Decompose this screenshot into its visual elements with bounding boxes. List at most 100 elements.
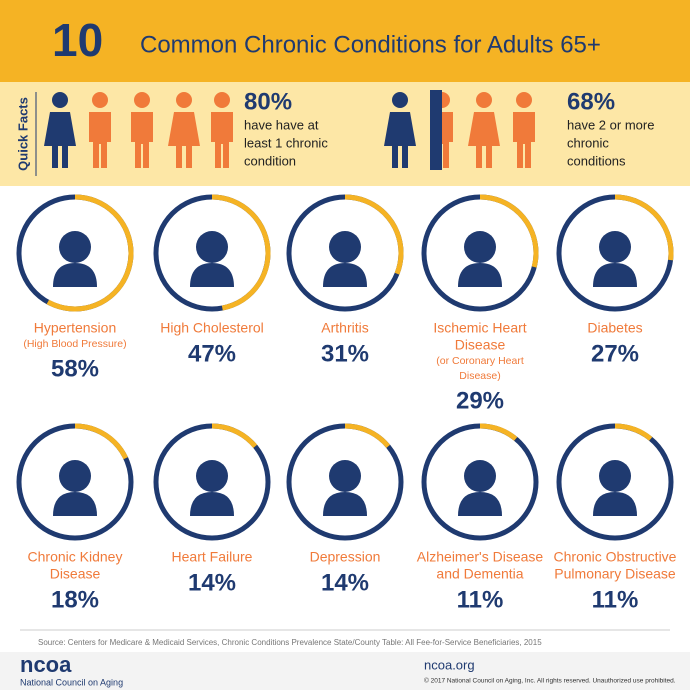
icon <box>329 460 361 492</box>
org-name: National Council on Aging <box>20 677 123 687</box>
condition-name: Chronic Kidney <box>28 549 123 565</box>
conditions: Hypertension (High Blood Pressure) 58% High… <box>16 194 677 613</box>
person <box>468 92 500 168</box>
icon <box>53 263 97 287</box>
ring-arc <box>286 194 404 312</box>
condition: Heart Failure 14% <box>153 423 271 596</box>
condition-percent: 27% <box>591 340 639 367</box>
icon <box>458 492 502 516</box>
person-body <box>211 112 233 168</box>
person-body <box>468 112 500 168</box>
icon <box>53 492 97 516</box>
condition-percent: 14% <box>188 569 236 596</box>
quick-facts-band <box>0 82 690 186</box>
person-head <box>392 92 408 108</box>
ring-arc <box>556 423 674 541</box>
fact-text: have have at <box>244 117 319 132</box>
ring-arc <box>421 423 539 541</box>
site: ncoa.org <box>424 657 475 672</box>
fact-text: least 1 chronic <box>244 135 328 150</box>
condition-percent: 29% <box>456 387 504 414</box>
person-head <box>52 92 68 108</box>
person-body <box>168 112 200 168</box>
icon <box>196 231 228 263</box>
person-head <box>476 92 492 108</box>
icon <box>599 231 631 263</box>
fact-text: have 2 or more <box>567 117 654 132</box>
quick-facts-label: Quick Facts <box>15 97 30 171</box>
fact-text: condition <box>244 153 296 168</box>
person <box>384 92 416 168</box>
condition: Depression 14% <box>286 423 404 596</box>
ring-arc <box>16 423 134 541</box>
condition-name: Disease <box>455 337 506 353</box>
person-body <box>131 112 153 168</box>
fact-text: conditions <box>567 153 626 168</box>
copyright: © 2017 National Council on Aging, Inc. A… <box>424 677 676 685</box>
header-band <box>0 0 690 82</box>
icon <box>196 460 228 492</box>
condition-percent: 31% <box>321 340 369 367</box>
footer-band <box>0 652 690 690</box>
person-body <box>513 112 535 168</box>
person <box>430 90 453 170</box>
condition-name: Ischemic Heart <box>433 320 526 336</box>
source: Source: Centers for Medicare & Medicaid … <box>38 638 542 647</box>
fact-text: chronic <box>567 135 609 150</box>
condition: High Cholesterol 47% <box>153 194 271 367</box>
icon <box>464 231 496 263</box>
condition-percent: 14% <box>321 569 369 596</box>
icon <box>59 231 91 263</box>
fact-value: 68% <box>567 88 615 115</box>
icon <box>190 492 234 516</box>
person <box>168 92 200 168</box>
person <box>44 92 76 168</box>
person-head <box>134 92 150 108</box>
title: Common Chronic Conditions for Adults 65+ <box>140 31 601 58</box>
condition-name: and Dementia <box>436 566 523 582</box>
condition-name: Depression <box>310 549 381 565</box>
icon <box>458 263 502 287</box>
icon <box>329 231 361 263</box>
person <box>89 92 111 168</box>
condition-name: Pulmonary Disease <box>554 566 676 582</box>
icon <box>593 492 637 516</box>
person-head <box>214 92 230 108</box>
person-half <box>430 90 442 170</box>
condition-name: Diabetes <box>587 320 642 336</box>
condition-note: (High Blood Pressure) <box>23 338 126 350</box>
fact-value: 80% <box>244 88 292 115</box>
person <box>131 92 153 168</box>
icon <box>323 263 367 287</box>
person-head <box>516 92 532 108</box>
ring-arc <box>286 423 404 541</box>
person-head <box>92 92 108 108</box>
condition-name: Hypertension <box>34 320 117 336</box>
person <box>513 92 535 168</box>
condition-percent: 11% <box>457 586 504 613</box>
icon <box>323 492 367 516</box>
title-number: 10 <box>52 14 103 66</box>
icon <box>190 263 234 287</box>
ring-arc <box>153 423 271 541</box>
condition-percent: 58% <box>51 355 99 382</box>
ring-arc <box>421 194 539 312</box>
people-icons <box>44 90 535 170</box>
person-body <box>89 112 111 168</box>
condition-percent: 47% <box>188 340 236 367</box>
condition-name: Alzheimer's Disease <box>417 549 544 565</box>
condition: Diabetes 27% <box>556 194 674 367</box>
person-head <box>176 92 192 108</box>
condition-name: Chronic Obstructive <box>554 549 677 565</box>
icon <box>599 460 631 492</box>
icon <box>464 460 496 492</box>
person-body <box>384 112 416 168</box>
condition-name: Disease <box>50 566 101 582</box>
condition-name: High Cholesterol <box>160 320 264 336</box>
person <box>211 92 233 168</box>
